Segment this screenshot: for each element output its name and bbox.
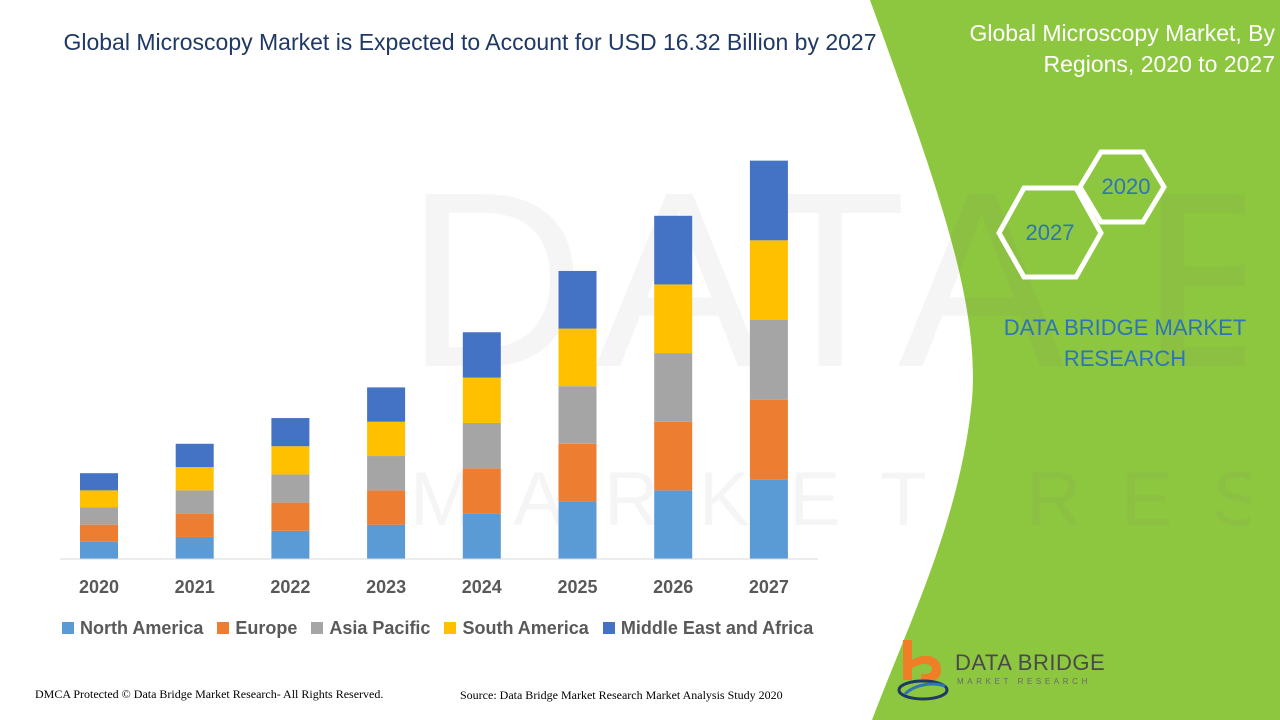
bar-group bbox=[80, 160, 788, 559]
watermark-text: DATA BRIDGE bbox=[405, 150, 1245, 410]
legend-label: Europe bbox=[235, 617, 298, 638]
bar-2022-middle-east-and-africa bbox=[271, 418, 310, 447]
chart-legend: North America Europe Asia Pacific South Ame… bbox=[62, 616, 813, 640]
bar-2026-asia-pacific bbox=[654, 353, 693, 422]
bar-2021-asia-pacific bbox=[175, 490, 214, 514]
source-note: Source: Data Bridge Market Research Mark… bbox=[460, 688, 783, 702]
legend-item: North America bbox=[62, 618, 203, 639]
bar-2023-north-america bbox=[367, 524, 406, 559]
x-tick-label: 2024 bbox=[462, 577, 502, 597]
bar-2021-south-america bbox=[175, 467, 214, 491]
x-tick-label: 2025 bbox=[557, 577, 597, 597]
bar-2027-south-america bbox=[749, 240, 788, 320]
copyright-notice: DMCA Protected © Data Bridge Market Rese… bbox=[35, 687, 384, 701]
logo-subtitle: MARKET RESEARCH bbox=[957, 677, 1091, 686]
x-tick-label: 2022 bbox=[270, 577, 310, 597]
bar-2026-europe bbox=[654, 421, 693, 491]
bar-2024-north-america bbox=[462, 513, 501, 559]
bar-2024-middle-east-and-africa bbox=[462, 332, 501, 378]
x-tick-label: 2027 bbox=[749, 577, 789, 597]
legend-swatch bbox=[311, 622, 324, 634]
hexagon-2027 bbox=[996, 185, 1104, 280]
bar-2023-asia-pacific bbox=[367, 456, 406, 491]
legend-item: South America bbox=[444, 617, 589, 639]
bar-2024-europe bbox=[462, 468, 501, 514]
panel-title: Global Microscopy Market, By Regions, 20… bbox=[969, 20, 1275, 77]
bar-2021-europe bbox=[175, 513, 214, 537]
stacked-bar-chart: 2020 2021 2022 2023 2024 2025 2026 2027 bbox=[60, 160, 818, 597]
legend-label: North America bbox=[80, 617, 204, 638]
x-axis-ticks: 2020 2021 2022 2023 2024 2025 2026 2027 bbox=[79, 577, 789, 597]
bar-2026-north-america bbox=[654, 490, 693, 559]
data-bridge-logo-icon bbox=[897, 640, 949, 701]
bar-2027-north-america bbox=[749, 479, 788, 559]
bar-2022-asia-pacific bbox=[271, 474, 310, 503]
legend-swatch bbox=[602, 622, 615, 634]
legend-swatch bbox=[217, 622, 230, 634]
green-panel-shape bbox=[870, 0, 1280, 720]
bar-2024-south-america bbox=[462, 377, 501, 423]
legend-label: South America bbox=[462, 617, 589, 638]
hexagon-label-2027: 2027 bbox=[1025, 220, 1075, 245]
bar-2026-south-america bbox=[654, 284, 693, 354]
x-tick-label: 2026 bbox=[653, 577, 693, 597]
bar-2020-middle-east-and-africa bbox=[80, 473, 118, 491]
hexagon-label-2020: 2020 bbox=[1101, 174, 1151, 199]
bar-2025-south-america bbox=[558, 328, 597, 387]
bar-2022-south-america bbox=[271, 446, 310, 475]
bar-2025-middle-east-and-africa bbox=[558, 270, 597, 329]
bar-2025-north-america bbox=[558, 501, 597, 559]
legend-item: Middle East and Africa bbox=[602, 617, 814, 639]
bar-2022-north-america bbox=[271, 530, 310, 559]
legend-swatch bbox=[62, 622, 74, 634]
legend-item: Europe bbox=[217, 618, 297, 639]
bar-2023-middle-east-and-africa bbox=[367, 387, 406, 422]
x-tick-label: 2020 bbox=[79, 577, 119, 597]
legend-swatch bbox=[444, 622, 457, 634]
legend-label: Middle East and Africa bbox=[620, 617, 814, 638]
bar-2025-europe bbox=[558, 443, 597, 502]
bar-2022-europe bbox=[271, 502, 310, 531]
bar-2020-europe bbox=[80, 524, 118, 542]
bar-2020-south-america bbox=[80, 490, 118, 508]
bar-2024-asia-pacific bbox=[462, 422, 501, 469]
watermark-subtext: MARKET RESEARCH bbox=[410, 457, 1250, 542]
bar-2023-europe bbox=[367, 490, 406, 525]
bar-2026-middle-east-and-africa bbox=[654, 215, 693, 285]
logo-name: DATA BRIDGE bbox=[955, 650, 1106, 675]
bar-2020-asia-pacific bbox=[80, 507, 118, 525]
x-tick-label: 2021 bbox=[175, 577, 215, 597]
bar-2020-north-america bbox=[80, 541, 118, 559]
legend-label: Asia Pacific bbox=[329, 617, 431, 638]
bar-2025-asia-pacific bbox=[558, 386, 597, 444]
legend-item: Asia Pacific bbox=[311, 618, 430, 639]
bar-2027-europe bbox=[749, 399, 788, 480]
hexagon-2020 bbox=[1077, 149, 1167, 225]
chart-title: Global Microscopy Market is Expected to … bbox=[63, 29, 877, 55]
bar-2027-middle-east-and-africa bbox=[749, 160, 788, 241]
bar-2023-south-america bbox=[367, 421, 406, 457]
bar-2021-north-america bbox=[175, 536, 214, 559]
x-tick-label: 2023 bbox=[366, 577, 406, 597]
bar-2027-asia-pacific bbox=[749, 319, 788, 400]
panel-brand-text: DATA BRIDGE MARKET RESEARCH bbox=[1003, 315, 1247, 371]
bar-2021-middle-east-and-africa bbox=[175, 443, 214, 468]
